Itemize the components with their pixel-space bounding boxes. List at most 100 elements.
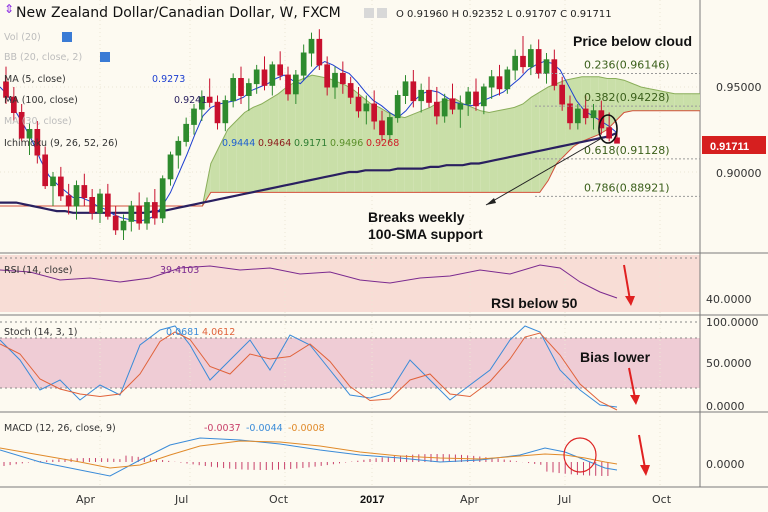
candle-body [379, 120, 385, 136]
legend-rsi[interactable]: RSI (14, close) [4, 265, 72, 276]
candle-body [543, 59, 550, 74]
annotation-breaks-line2: 100-SMA support [368, 226, 483, 242]
candle-body [332, 72, 338, 88]
cloud-segment [489, 110, 498, 193]
cloud-segment [514, 104, 523, 193]
cloud-segment [472, 107, 481, 193]
legend-ma5[interactable]: MA (5, close) [4, 74, 66, 85]
cloud-segment [379, 107, 388, 193]
candle-body [50, 176, 56, 187]
candle-body [535, 49, 542, 74]
fib-level-label: 0.236(0.96146) [584, 59, 670, 72]
last-price-tag [702, 136, 766, 154]
cloud-segment [210, 146, 220, 193]
annotation-rsi-below-50: RSI below 50 [491, 295, 578, 311]
macd-line-value: -0.0044 [246, 423, 283, 434]
cloud-segment [278, 87, 287, 193]
cloud-segment [632, 83, 641, 111]
price-tick-095: 0.95000 [716, 81, 762, 94]
candle-body [371, 103, 378, 122]
cloud-segment [244, 107, 254, 193]
candle-body [34, 129, 41, 156]
candle-body [316, 38, 323, 66]
last-price-label: 0.91711 [710, 141, 749, 153]
cloud-segment [446, 98, 456, 193]
cloud-segment [236, 112, 245, 193]
candle-body [191, 108, 197, 125]
fibonacci-levels: 0.236(0.96146) 0.382(0.94228) 0.618(0.9112… [535, 59, 700, 197]
ichimoku-spanA-value: 0.9496 [330, 138, 363, 149]
candle-body [159, 178, 166, 219]
macd-line [0, 437, 618, 477]
candle-body [465, 91, 472, 105]
ichimoku-spanB-value: 0.9268 [366, 138, 399, 149]
legend-stoch[interactable]: Stoch (14, 3, 1) [4, 327, 78, 338]
candles [3, 29, 620, 240]
candle-body [198, 96, 205, 110]
candle-body [253, 69, 260, 85]
candle-body [222, 100, 229, 124]
legend-vol[interactable]: Vol (20) [4, 32, 41, 43]
candle-body [426, 89, 432, 103]
stoch-d-value: 4.0612 [202, 327, 235, 338]
annotation-bias-lower: Bias lower [580, 349, 651, 365]
candle-body [261, 69, 268, 86]
candle-body [238, 78, 244, 96]
candle-body [527, 49, 534, 68]
stoch-k-value: 0.0681 [166, 327, 199, 338]
cloud-segment [413, 110, 422, 193]
x-tick-jul-2016: Jul [174, 493, 188, 506]
candle-body [57, 176, 64, 197]
cloud-segment [691, 93, 700, 111]
candle-body [582, 108, 589, 119]
candle-body [551, 59, 558, 86]
candle-body [590, 110, 597, 119]
candle-body [512, 55, 519, 71]
ichimoku-tenkan-value: 0.9444 [222, 138, 255, 149]
legend-ichimoku[interactable]: Ichimoku (9, 26, 52, 26) [4, 138, 118, 149]
legend-bb[interactable]: BB (20, close, 2) [4, 52, 82, 63]
candle-body [26, 129, 33, 139]
vol-settings-icon[interactable] [62, 32, 72, 42]
cloud-segment [590, 76, 599, 138]
rsi-down-arrow [623, 264, 635, 306]
candle-body [363, 103, 370, 112]
cloud-segment [354, 90, 363, 193]
candle-body [324, 64, 331, 88]
cloud-segment [320, 76, 329, 193]
cloud-segment [328, 78, 338, 193]
ichimoku-cloud [0, 74, 700, 207]
candle-body [520, 55, 526, 68]
cloud-segment [649, 88, 658, 111]
title-toolbar-icons[interactable] [364, 8, 387, 18]
cloud-segment [522, 97, 532, 193]
legend-macd[interactable]: MACD (12, 26, close, 9) [4, 423, 116, 434]
candle-body [175, 140, 182, 156]
candle-body [97, 193, 103, 214]
macd-hist-value: -0.0037 [204, 423, 241, 434]
candle-body [214, 101, 221, 124]
candle-body [3, 81, 9, 98]
candle-body [441, 98, 448, 117]
legend-ma30[interactable]: MA (30, close) [4, 116, 72, 127]
x-tick-apr-2016: Apr [76, 493, 96, 506]
cloud-segment [269, 93, 279, 193]
cloud-segment [396, 115, 405, 193]
bb-settings-icon[interactable] [100, 52, 110, 62]
rsi-line [0, 264, 618, 299]
rsi-value: 39.4103 [160, 265, 199, 276]
cloud-segment [438, 100, 447, 193]
cloud-segment [480, 110, 490, 193]
fib-level-label: 0.786(0.88921) [584, 181, 670, 194]
cloud-segment [674, 93, 684, 111]
legend-ma100[interactable]: MA (100, close) [4, 95, 78, 106]
macd-down-arrow [638, 434, 650, 476]
ticker-arrow-icon[interactable]: ⇕ [4, 2, 14, 16]
cloud-segment [531, 92, 540, 193]
cloud-segment [219, 129, 228, 193]
ichimoku-chikou-value: 0.9171 [294, 138, 327, 149]
candle-body [136, 205, 143, 224]
candle-body [73, 185, 80, 207]
